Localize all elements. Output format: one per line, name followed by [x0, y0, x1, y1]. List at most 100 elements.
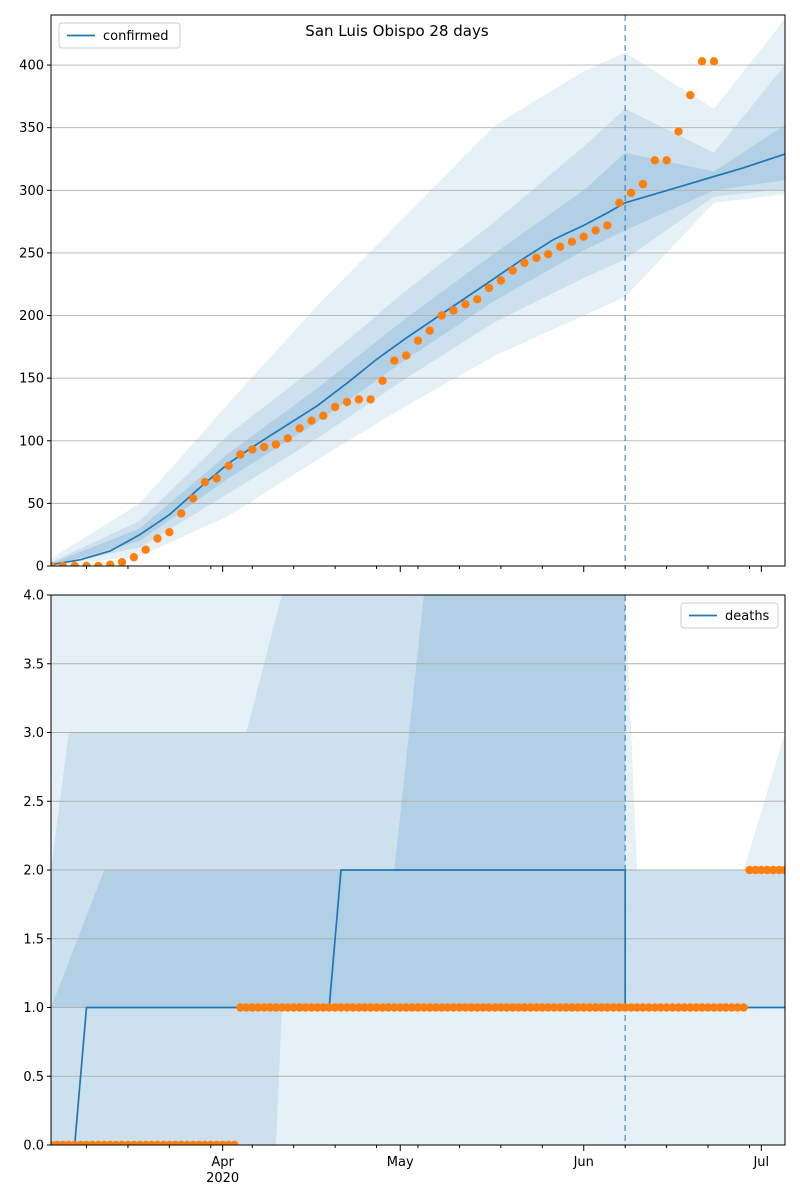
data-point — [319, 1003, 328, 1012]
data-point — [407, 1003, 417, 1012]
data-point — [449, 306, 458, 315]
data-point — [727, 1003, 736, 1012]
y-tick-label: 150 — [19, 372, 44, 387]
data-point — [82, 561, 91, 566]
data-point — [51, 561, 56, 566]
data-point — [496, 1003, 506, 1012]
data-point — [431, 1003, 440, 1012]
confirmed-panel: 0 50 100 150 200 250 300 350 400 confirmed — [19, 14, 786, 575]
data-point — [774, 865, 784, 875]
data-point — [638, 1003, 648, 1012]
data-point — [473, 295, 482, 304]
data-point — [603, 221, 612, 230]
data-point — [455, 1003, 464, 1012]
data-point — [307, 416, 316, 425]
data-point — [561, 1003, 571, 1012]
data-point — [70, 561, 79, 566]
data-point — [757, 865, 766, 875]
data-point — [473, 1003, 482, 1012]
data-point — [478, 1003, 488, 1012]
data-point — [236, 1003, 245, 1012]
data-point — [626, 1003, 636, 1012]
data-point — [467, 1003, 476, 1012]
data-point — [591, 1003, 600, 1012]
data-point — [94, 561, 103, 566]
data-point — [662, 156, 671, 165]
data-point — [780, 865, 785, 875]
data-point — [692, 1003, 701, 1012]
data-point — [520, 1003, 529, 1012]
data-point — [567, 1003, 577, 1012]
data-point — [188, 494, 198, 503]
data-point — [58, 561, 67, 566]
data-point — [342, 1003, 352, 1012]
data-point — [626, 188, 636, 197]
data-point — [402, 351, 411, 360]
data-point — [555, 1003, 565, 1012]
data-point — [230, 1140, 239, 1145]
data-point — [236, 450, 245, 459]
data-point — [443, 1003, 452, 1012]
data-point — [733, 1003, 742, 1012]
y-tick-label: 350 — [19, 121, 44, 136]
data-point — [307, 1003, 316, 1012]
data-point — [259, 442, 269, 452]
data-point — [378, 376, 387, 385]
y-tick-label: 300 — [19, 184, 44, 199]
data-point — [650, 156, 659, 165]
legend: confirmed — [58, 22, 181, 49]
data-point — [508, 1003, 517, 1012]
y-tick-label: 0.5 — [23, 1070, 44, 1085]
y-tick-label: 100 — [19, 434, 44, 449]
data-point — [585, 1003, 594, 1012]
data-point — [526, 1003, 535, 1012]
x-tick-label: Apr — [211, 1155, 234, 1170]
data-point — [514, 1003, 523, 1012]
data-point — [396, 1003, 405, 1012]
data-point — [520, 258, 529, 268]
data-point — [579, 1003, 588, 1012]
data-point — [366, 1003, 375, 1012]
data-point — [662, 1003, 671, 1012]
y-tick-label: 2.0 — [23, 864, 44, 879]
data-point — [538, 1003, 547, 1012]
data-point — [366, 395, 375, 404]
uncertainty-band-inner — [51, 125, 785, 566]
series-line-confirmed — [51, 153, 785, 566]
data-point — [271, 440, 281, 449]
data-point — [484, 1003, 494, 1012]
data-point — [751, 865, 760, 875]
data-point — [532, 253, 541, 263]
data-point — [265, 1003, 275, 1012]
uncertainty-band-inner — [51, 595, 626, 1008]
data-point — [674, 1003, 683, 1012]
data-point — [402, 1003, 411, 1012]
data-point — [348, 1003, 358, 1012]
data-point — [330, 1003, 340, 1012]
data-point — [668, 1003, 677, 1012]
y-tick-label: 0 — [36, 560, 44, 575]
data-point — [579, 232, 588, 241]
data-point — [200, 477, 210, 487]
x-tick-label: Jun — [573, 1155, 594, 1170]
data-point — [336, 1003, 346, 1012]
data-point — [567, 237, 577, 246]
data-point — [289, 1003, 298, 1012]
y-tick-label: 50 — [27, 497, 44, 512]
data-point — [496, 276, 506, 285]
data-point — [484, 283, 494, 293]
data-point — [248, 1003, 257, 1012]
data-point — [384, 1003, 393, 1012]
data-point — [461, 300, 470, 309]
series-line-deaths — [51, 869, 785, 1145]
data-point — [259, 1003, 269, 1012]
data-point — [739, 1003, 748, 1012]
data-point — [106, 560, 115, 566]
data-point — [508, 266, 517, 275]
data-point — [603, 1003, 612, 1012]
x-tick-sublabel: 2020 — [206, 1171, 239, 1186]
data-point — [650, 1003, 659, 1012]
data-point — [745, 865, 754, 875]
